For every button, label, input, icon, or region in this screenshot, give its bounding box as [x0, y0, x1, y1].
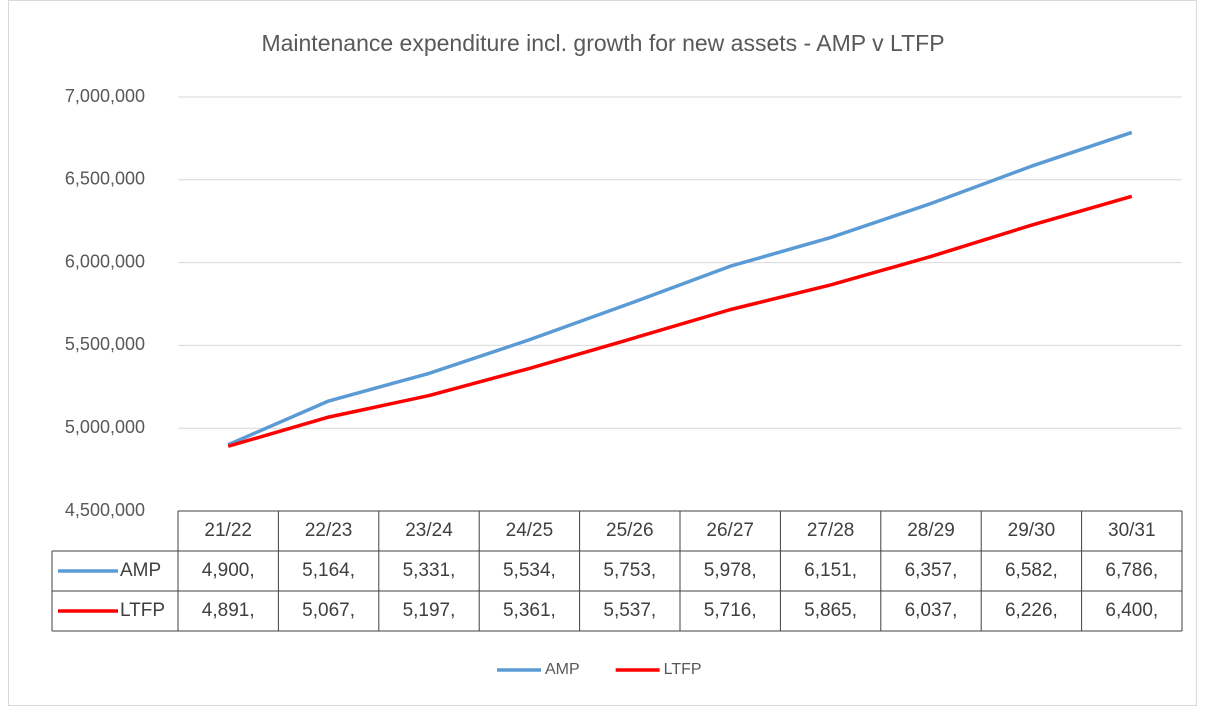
- chart-title: Maintenance expenditure incl. growth for…: [261, 30, 944, 56]
- data-label: 5,164,: [302, 560, 355, 581]
- data-label: 5,067,: [302, 600, 355, 621]
- data-label: 6,037,: [905, 600, 958, 621]
- data-label: 5,865,: [804, 600, 857, 621]
- chart-frame: [8, 0, 1197, 706]
- legend-label: AMP: [545, 661, 580, 678]
- table-series-name: LTFP: [120, 600, 165, 621]
- data-label: 6,357,: [905, 560, 958, 581]
- data-label: 5,197,: [403, 600, 456, 621]
- data-label: 6,786,: [1105, 560, 1158, 581]
- y-tick-label: 4,500,000: [65, 500, 145, 520]
- x-tick-label: 29/30: [1008, 520, 1056, 541]
- data-label: 6,400,: [1105, 600, 1158, 621]
- y-tick-label: 5,000,000: [65, 417, 145, 437]
- y-tick-label: 6,500,000: [65, 169, 145, 189]
- series-line: [227, 194, 1133, 448]
- data-label: 5,361,: [503, 600, 556, 621]
- y-tick-label: 5,500,000: [65, 334, 145, 354]
- x-tick-label: 25/26: [606, 520, 654, 541]
- x-tick-label: 24/25: [506, 520, 554, 541]
- data-label: 4,891,: [202, 600, 255, 621]
- x-tick-label: 30/31: [1108, 520, 1156, 541]
- x-tick-label: 26/27: [706, 520, 754, 541]
- data-label: 6,226,: [1005, 600, 1058, 621]
- x-tick-label: 23/24: [405, 520, 453, 541]
- x-tick-label: 22/23: [305, 520, 353, 541]
- data-label: 5,978,: [704, 560, 757, 581]
- x-tick-label: 28/29: [907, 520, 955, 541]
- x-tick-label: 27/28: [807, 520, 855, 541]
- data-label: 5,534,: [503, 560, 556, 581]
- data-label: 5,716,: [704, 600, 757, 621]
- y-tick-label: 7,000,000: [65, 86, 145, 106]
- x-tick-label: 21/22: [204, 520, 252, 541]
- data-label: 6,582,: [1005, 560, 1058, 581]
- legend-label: LTFP: [664, 661, 702, 678]
- table-series-name: AMP: [120, 560, 161, 581]
- series-line: [227, 130, 1133, 447]
- y-tick-label: 6,000,000: [65, 251, 145, 271]
- data-label: 5,537,: [603, 600, 656, 621]
- data-label: 5,331,: [403, 560, 456, 581]
- data-label: 6,151,: [804, 560, 857, 581]
- data-label: 5,753,: [603, 560, 656, 581]
- data-label: 4,900,: [202, 560, 255, 581]
